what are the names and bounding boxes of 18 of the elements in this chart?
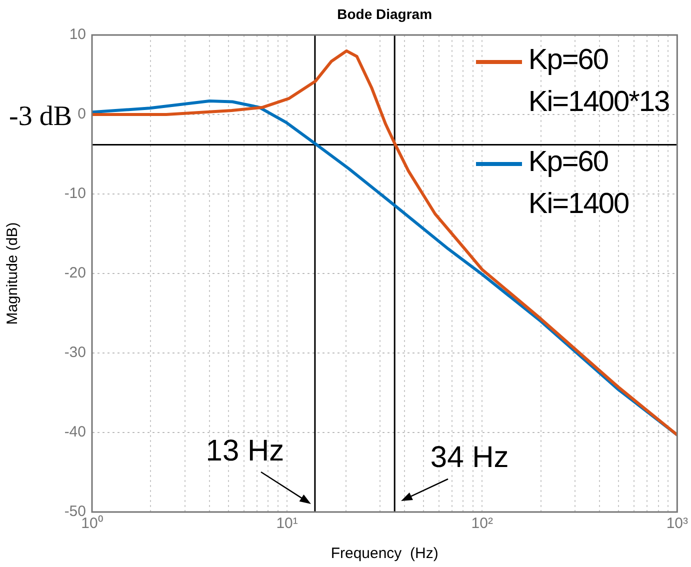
y-tick-label: -10 <box>64 185 86 202</box>
y-tick-label: -40 <box>64 424 86 441</box>
x-tick-label: 10² <box>471 515 493 532</box>
y-axis-title: Magnitude (dB) <box>4 222 22 325</box>
x-tick-label: 10⁰ <box>81 515 103 532</box>
chart-title: Bode Diagram <box>337 6 432 22</box>
x-axis-title: Frequency (Hz) <box>330 545 438 562</box>
y-tick-label: -20 <box>64 264 86 282</box>
x-tick-label: 10³ <box>666 515 688 532</box>
y-tick-label: 0 <box>78 106 86 123</box>
ref-line-label: -3 dB <box>9 101 72 132</box>
legend-label: Kp=60 Ki=1400 <box>528 145 629 222</box>
annotation: 34 Hz <box>430 441 509 474</box>
y-tick-label: -30 <box>64 344 86 362</box>
annotation: 13 Hz <box>206 434 284 468</box>
legend-label: Kp=60 Ki=1400*13 <box>528 43 670 120</box>
x-tick-label: 10¹ <box>276 515 298 532</box>
y-tick-label: 10 <box>69 26 86 44</box>
